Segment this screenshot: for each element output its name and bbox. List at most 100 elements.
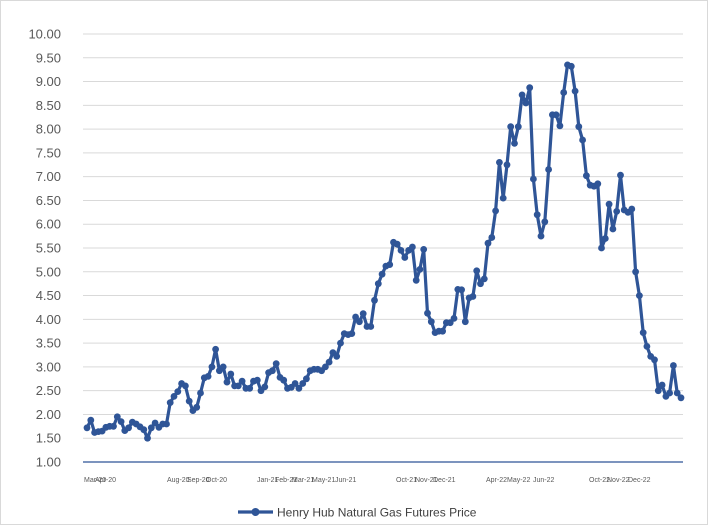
data-point xyxy=(639,329,647,336)
data-point xyxy=(412,276,420,284)
data-point xyxy=(174,388,182,395)
data-point xyxy=(416,266,424,273)
data-point xyxy=(212,345,220,353)
x-tick-label: Oct-21 xyxy=(396,477,417,484)
data-point xyxy=(480,275,488,283)
data-point xyxy=(147,424,155,432)
data-point xyxy=(439,327,446,335)
data-point xyxy=(163,420,170,428)
legend-label: Henry Hub Natural Gas Futures Price xyxy=(277,506,477,520)
data-point xyxy=(166,399,174,406)
series-henry-hub xyxy=(83,61,685,442)
data-point xyxy=(654,387,662,395)
data-point xyxy=(469,293,477,300)
data-point xyxy=(182,382,189,390)
data-point xyxy=(87,416,95,424)
data-point xyxy=(291,380,299,387)
data-point xyxy=(617,171,624,179)
data-point xyxy=(253,376,261,384)
data-point xyxy=(605,200,613,208)
y-tick-label: 7.00 xyxy=(36,169,61,184)
x-tick-label: Nov-22 xyxy=(607,477,630,484)
y-tick-label: 6.00 xyxy=(36,217,61,232)
x-tick-label: Mar-20 xyxy=(84,477,106,484)
y-tick-label: 5.00 xyxy=(36,264,61,279)
y-tick-label: 1.00 xyxy=(36,455,61,470)
data-point xyxy=(374,280,382,288)
y-tick-label: 8.50 xyxy=(36,98,61,113)
data-point xyxy=(204,373,212,380)
y-tick-label: 4.00 xyxy=(36,312,61,327)
data-point xyxy=(651,356,658,364)
data-point xyxy=(658,381,666,389)
y-tick-label: 3.50 xyxy=(36,336,61,351)
y-tick-label: 1.50 xyxy=(36,431,61,446)
series-line xyxy=(85,63,683,440)
data-point xyxy=(511,140,518,147)
data-point xyxy=(337,339,344,347)
legend-dot-marker xyxy=(251,508,260,516)
data-point xyxy=(673,389,681,397)
x-tick-label: Dec-21 xyxy=(433,477,456,484)
data-point xyxy=(352,313,359,321)
y-tick-label: 9.00 xyxy=(36,74,61,89)
data-point xyxy=(424,309,431,317)
data-point xyxy=(594,180,602,188)
x-tick-label: Jun-22 xyxy=(533,477,555,484)
x-tick-label: Oct-20 xyxy=(206,477,227,484)
data-point xyxy=(643,343,651,350)
data-point xyxy=(234,382,242,390)
data-point xyxy=(567,62,575,70)
data-point xyxy=(522,99,530,107)
y-tick-label: 6.50 xyxy=(36,193,61,208)
data-point xyxy=(371,296,378,304)
data-point xyxy=(356,318,363,326)
y-tick-label: 9.50 xyxy=(36,50,61,65)
x-tick-label: Apr-22 xyxy=(486,477,507,484)
data-point xyxy=(632,268,639,276)
data-point xyxy=(514,123,522,131)
data-point xyxy=(348,330,356,337)
data-point xyxy=(113,413,121,421)
data-point xyxy=(227,370,235,378)
data-point xyxy=(666,389,673,397)
y-tick-label: 7.50 xyxy=(36,145,61,160)
data-point xyxy=(193,403,201,411)
data-point xyxy=(556,122,564,130)
data-point xyxy=(325,358,333,366)
data-point xyxy=(583,172,590,180)
y-tick-label: 10.00 xyxy=(28,27,61,42)
x-tick-label: Nov-21 xyxy=(415,477,438,484)
data-point xyxy=(461,318,469,326)
data-point xyxy=(571,87,579,95)
data-point xyxy=(609,225,617,233)
y-tick-label: 2.00 xyxy=(36,407,61,422)
x-tick-label: Dec-22 xyxy=(628,477,651,484)
x-tick-label: May-22 xyxy=(507,477,530,484)
data-point xyxy=(401,254,409,261)
x-tick-label: Oct-22 xyxy=(589,477,610,484)
data-point xyxy=(545,166,552,173)
data-point xyxy=(378,270,386,278)
data-point xyxy=(560,89,568,96)
data-point xyxy=(140,426,148,434)
data-point xyxy=(496,159,503,166)
data-point xyxy=(518,91,526,99)
data-point xyxy=(393,240,401,248)
data-point xyxy=(601,235,609,242)
data-point xyxy=(598,244,605,252)
data-point xyxy=(507,123,515,131)
data-point xyxy=(110,422,117,430)
data-point xyxy=(303,375,310,383)
data-point xyxy=(537,232,545,240)
data-point xyxy=(488,234,496,241)
y-axis-ticks: 1.00 1.50 2.00 2.50 3.00 3.50 4.00 4.50 5.00 5.50… xyxy=(28,27,61,470)
data-point xyxy=(484,239,492,247)
data-point xyxy=(552,111,560,119)
data-point xyxy=(458,286,465,294)
data-point xyxy=(492,207,499,215)
data-point xyxy=(83,424,91,432)
data-point xyxy=(533,211,541,219)
data-point xyxy=(261,383,269,391)
